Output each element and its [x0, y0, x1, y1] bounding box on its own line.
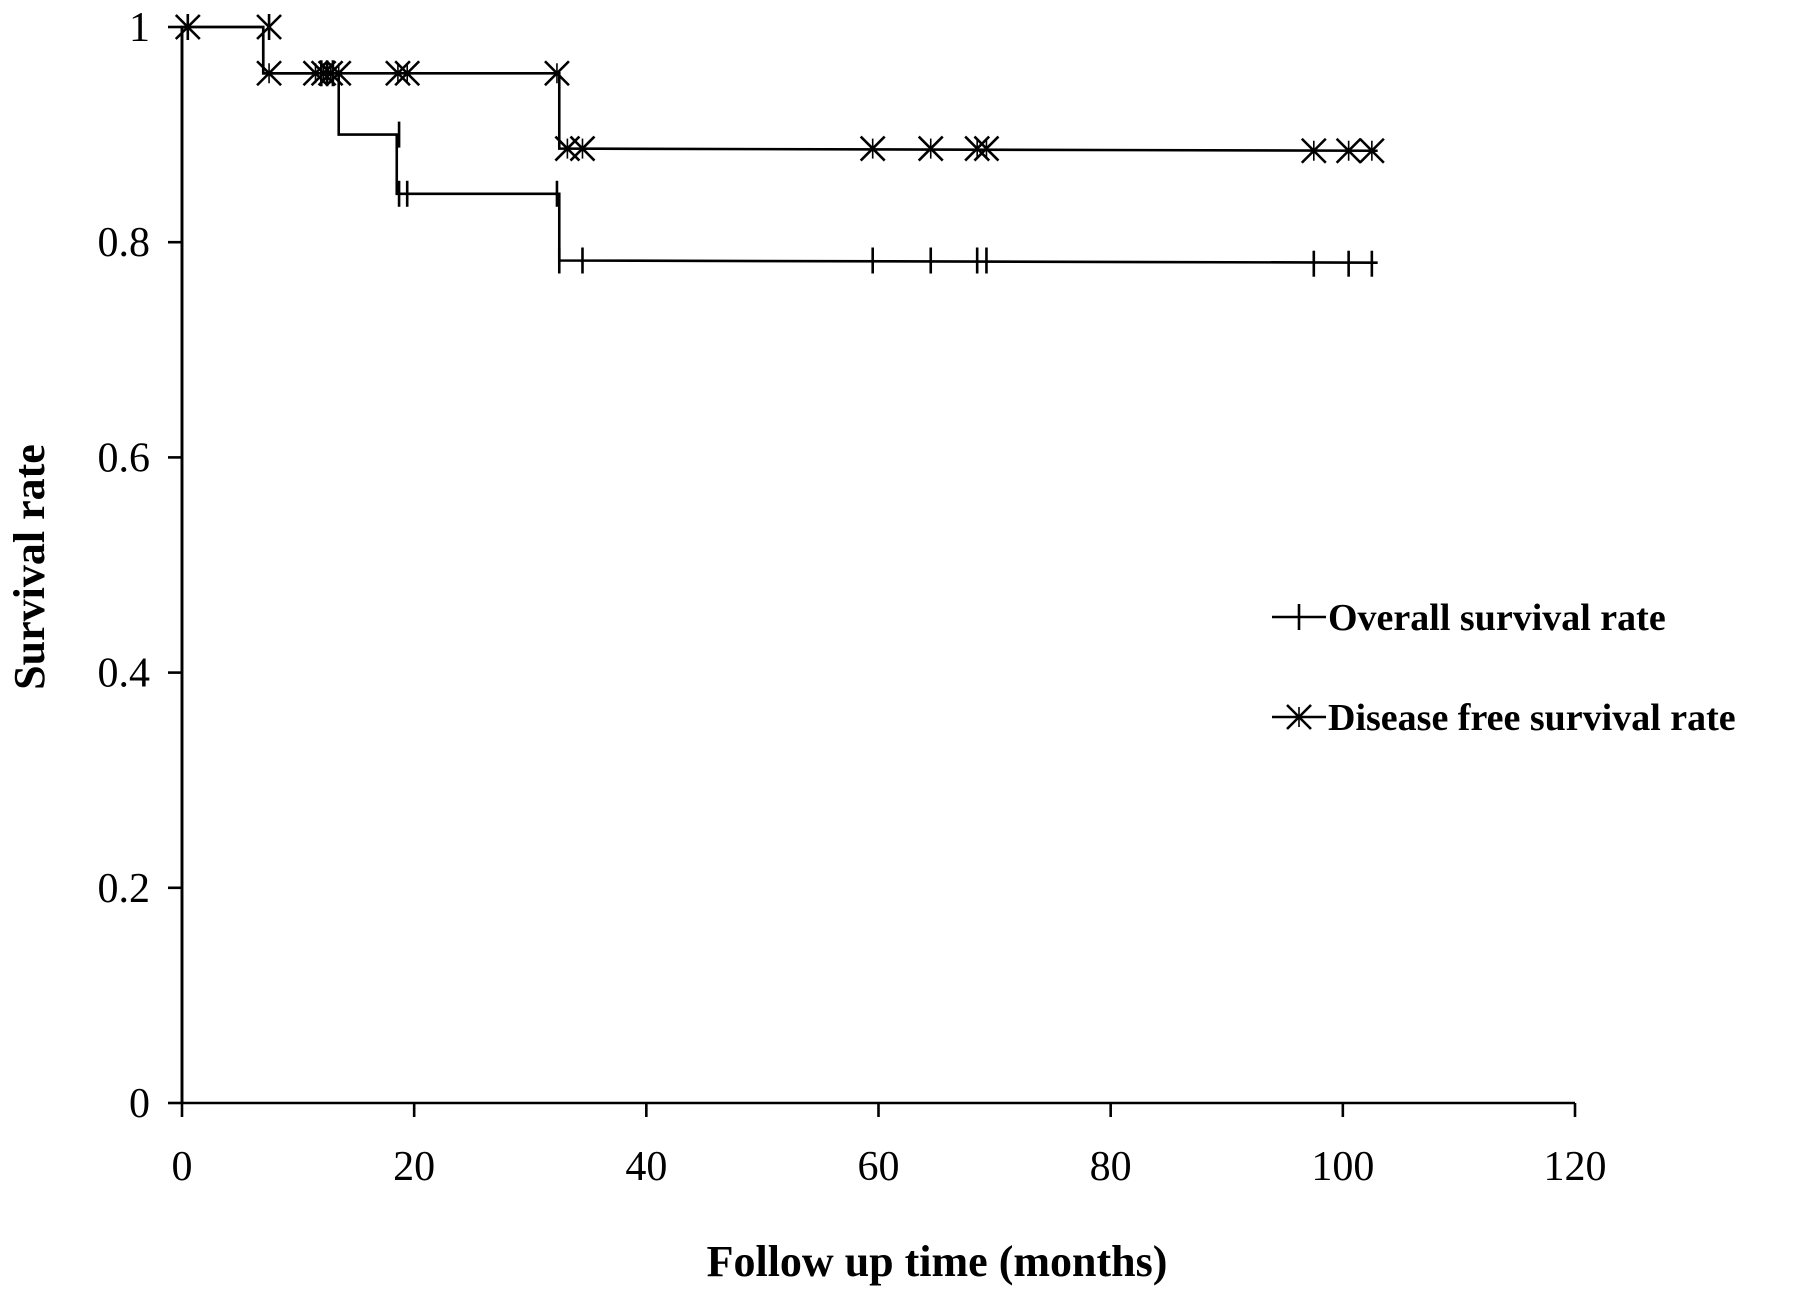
censor-marker: [859, 135, 886, 162]
x-tick-label: 20: [393, 1144, 435, 1190]
series-disease-free-survival: [174, 14, 1385, 1103]
x-axis-title: Follow up time (months): [707, 1237, 1168, 1286]
legend-marker: [1286, 704, 1312, 730]
x-tick-label: 80: [1090, 1144, 1132, 1190]
axes: 0 20 40 60 80 100 120 0 0.2 0.4 0.6 0.8 1: [98, 5, 1607, 1190]
y-tick-label: 0.8: [98, 220, 151, 266]
censor-marker: [256, 60, 282, 87]
censor-marker: [325, 60, 352, 87]
survival-step-line: [180, 25, 1378, 1103]
x-tick-label: 60: [858, 1144, 900, 1190]
x-tick-label: 40: [625, 1144, 667, 1190]
censor-marker: [544, 60, 570, 87]
x-tick-label: 100: [1311, 1144, 1374, 1190]
censor-marker: [1335, 137, 1362, 164]
censor-marker: [1358, 137, 1385, 164]
censor-marker: [1300, 137, 1327, 164]
censor-marker: [384, 60, 411, 87]
y-tick-label: 0.4: [98, 651, 151, 697]
series-overall-survival: [180, 14, 1378, 1103]
x-tick-label: 120: [1544, 1144, 1607, 1190]
legend-label: Disease free survival rate: [1328, 697, 1736, 739]
censor-marker: [174, 14, 201, 40]
y-axis-title: Survival rate: [5, 444, 54, 690]
y-tick-label: 0.2: [98, 866, 151, 912]
censor-marker: [917, 135, 944, 162]
censor-marker: [569, 135, 596, 162]
censor-marker: [394, 60, 421, 87]
x-tick-label: 0: [172, 1144, 193, 1190]
series-layer: [174, 14, 1385, 1103]
censor-marker: [256, 14, 282, 40]
y-tick-label: 0.6: [98, 435, 151, 481]
y-tick-label: 0: [129, 1081, 150, 1127]
legend-item-overall-survival: Overall survival rate: [1272, 597, 1666, 639]
legend-label: Overall survival rate: [1328, 597, 1666, 639]
legend: Overall survival rate Disease free surviv…: [1272, 597, 1736, 739]
y-tick-label: 1: [129, 5, 150, 51]
survival-step-line: [180, 25, 1378, 1103]
censor-marker: [964, 135, 991, 162]
legend-item-disease-free-survival: Disease free survival rate: [1272, 697, 1736, 739]
censor-marker: [973, 135, 1000, 162]
